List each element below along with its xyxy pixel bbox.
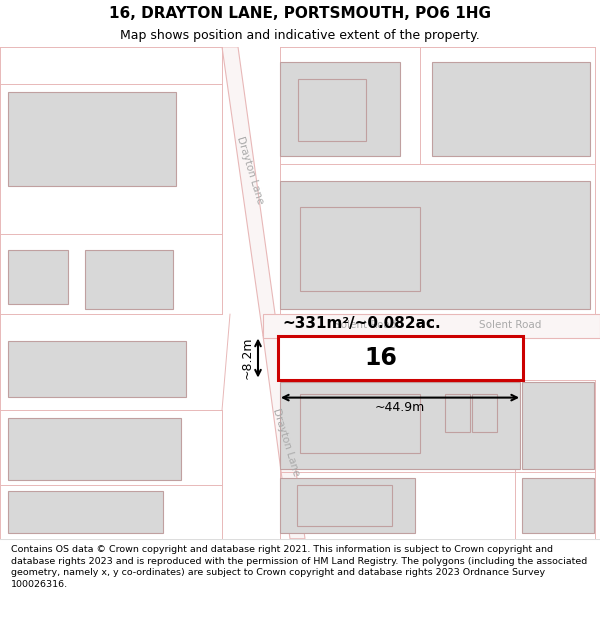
- Bar: [280, 62, 400, 156]
- Bar: [300, 394, 420, 453]
- Text: 16, DRAYTON LANE, PORTSMOUTH, PO6 1HG: 16, DRAYTON LANE, PORTSMOUTH, PO6 1HG: [109, 6, 491, 21]
- Text: Map shows position and indicative extent of the property.: Map shows position and indicative extent…: [120, 29, 480, 42]
- Bar: [298, 79, 366, 141]
- Text: ~44.9m: ~44.9m: [375, 401, 425, 414]
- Text: Solent Road: Solent Road: [479, 320, 541, 330]
- Bar: [297, 485, 392, 526]
- Bar: [522, 478, 594, 533]
- Text: Drayton Lane: Drayton Lane: [271, 408, 301, 478]
- Bar: [85, 250, 173, 309]
- Bar: [8, 250, 68, 304]
- Bar: [432, 62, 590, 156]
- Polygon shape: [263, 314, 600, 338]
- Text: ~331m²/~0.082ac.: ~331m²/~0.082ac.: [282, 316, 440, 331]
- Bar: [8, 491, 163, 533]
- Text: Drayton Lane: Drayton Lane: [235, 135, 265, 205]
- Bar: [278, 336, 523, 381]
- Polygon shape: [263, 336, 305, 539]
- Polygon shape: [222, 47, 278, 336]
- Bar: [445, 394, 470, 432]
- Bar: [8, 341, 186, 396]
- Bar: [8, 92, 176, 186]
- Text: Solent Road: Solent Road: [334, 320, 396, 330]
- Bar: [280, 181, 590, 309]
- Bar: [280, 382, 520, 469]
- Bar: [522, 382, 594, 469]
- Bar: [8, 418, 181, 480]
- Bar: [280, 478, 415, 533]
- Text: 16: 16: [364, 346, 397, 370]
- Bar: [472, 394, 497, 432]
- Text: ~8.2m: ~8.2m: [241, 337, 254, 379]
- Bar: [300, 208, 420, 291]
- Text: Contains OS data © Crown copyright and database right 2021. This information is : Contains OS data © Crown copyright and d…: [11, 545, 587, 589]
